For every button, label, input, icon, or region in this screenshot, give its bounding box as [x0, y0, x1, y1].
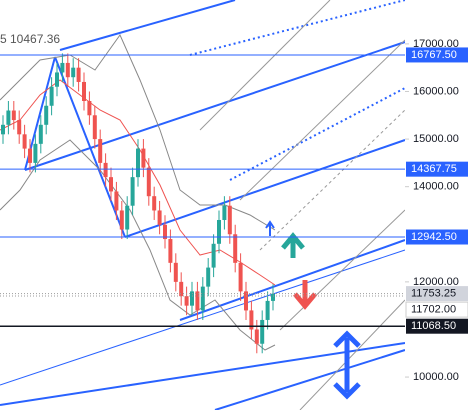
candle-body	[55, 72, 59, 87]
candle-body	[265, 300, 270, 320]
candle-body	[146, 167, 151, 197]
candle-body	[82, 81, 86, 102]
candle-body	[157, 210, 162, 225]
candle-body	[227, 205, 232, 235]
drawings	[0, 0, 406, 410]
candle-body	[11, 110, 16, 121]
candle-body	[60, 62, 65, 73]
candle-body	[200, 286, 205, 311]
candle-body	[44, 105, 49, 125]
price-tag-label: 11068.50	[411, 320, 456, 332]
candle-body	[260, 319, 265, 344]
y-tick-label: 10000.00	[413, 371, 459, 383]
arrows	[265, 220, 361, 400]
candle-body	[217, 219, 221, 244]
price-tag	[406, 161, 468, 177]
candle-body	[211, 243, 216, 268]
price-tag	[406, 286, 468, 302]
y-tick-label: 12000.00	[413, 276, 459, 288]
price-axis	[405, 0, 468, 410]
candle-body	[168, 239, 173, 263]
candle-body	[173, 262, 178, 282]
price-tag-label: 14367.75	[411, 163, 457, 175]
y-tick-label: 15000.00	[413, 133, 459, 145]
price-tag-label: 16767.50	[411, 49, 457, 61]
candle-body	[233, 234, 238, 263]
candle-body	[103, 162, 108, 178]
candle-body	[184, 296, 189, 306]
candle-body	[6, 110, 11, 125]
candle-body	[114, 191, 119, 211]
y-tick-label: 17000.00	[413, 38, 459, 50]
candle-body	[206, 267, 211, 287]
candle-body	[92, 115, 97, 140]
candle-body	[71, 67, 76, 78]
candle-body	[28, 148, 32, 163]
candle-body	[1, 124, 5, 135]
candle-body	[136, 148, 140, 178]
price-tag-label: 11702.00	[411, 304, 456, 316]
candle-body	[125, 205, 130, 230]
header-text: 5 10467.36	[0, 32, 60, 46]
candle-body	[49, 86, 54, 106]
price-tag	[406, 229, 468, 245]
y-tick-label: 14000.00	[413, 181, 459, 193]
candle-body	[33, 143, 38, 163]
candle-body	[87, 101, 92, 116]
y-tick-label: 18000.00	[413, 0, 459, 2]
price-tag-label: 11753.25	[411, 288, 456, 300]
candle-body	[222, 205, 227, 220]
price-tag-label: 12942.50	[411, 231, 457, 243]
price-tag	[406, 318, 468, 334]
price-tag	[405, 301, 468, 318]
candle-body	[17, 120, 22, 135]
candle-body	[98, 139, 103, 163]
candle-body	[119, 210, 124, 230]
candle-body	[254, 329, 259, 344]
candle-body	[271, 293, 275, 301]
candle-body	[152, 196, 157, 211]
candle-body	[130, 177, 135, 206]
candle-body	[141, 148, 146, 168]
candle-body	[179, 281, 184, 297]
candle-body	[76, 67, 81, 82]
candle-body	[38, 124, 43, 144]
candle-body	[190, 291, 194, 306]
candle-body	[249, 310, 254, 330]
price-tag	[406, 47, 468, 63]
candle-body	[22, 134, 27, 149]
candle-body	[238, 262, 243, 292]
candle-body	[163, 224, 167, 240]
candle-body	[109, 177, 113, 192]
candle-body	[195, 291, 200, 311]
candle-body	[65, 62, 70, 78]
y-tick-label: 16000.00	[413, 85, 459, 97]
candle-body	[244, 291, 248, 311]
